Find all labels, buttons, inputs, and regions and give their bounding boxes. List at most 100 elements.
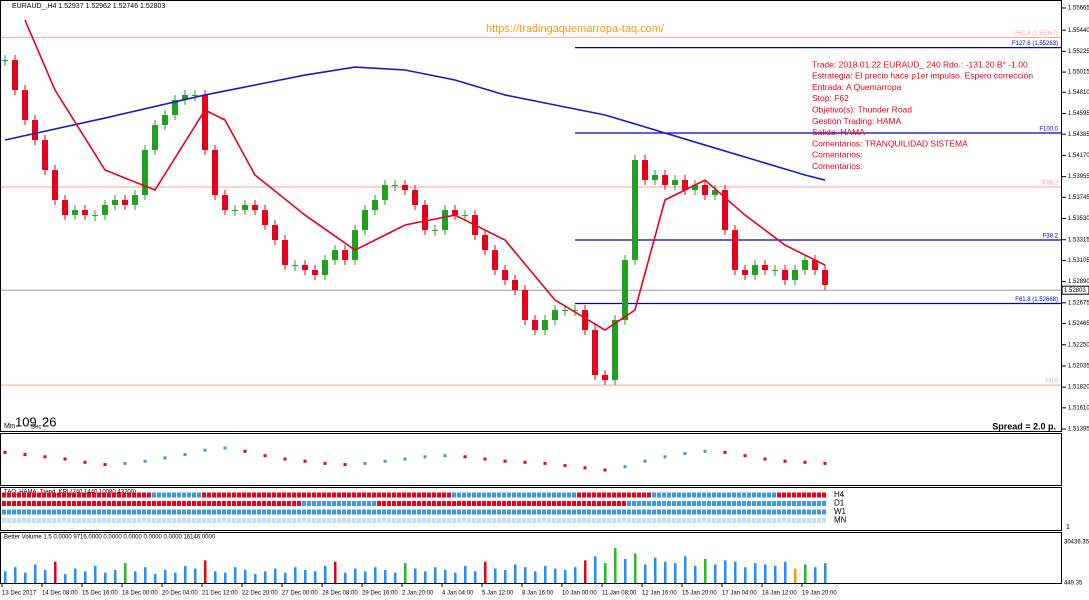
hama-cell [592, 509, 596, 515]
hama-cell [167, 509, 171, 515]
hama-cell [7, 509, 11, 515]
hama-cell [547, 518, 551, 523]
hama-cell [187, 518, 191, 523]
oscillator-dot [643, 459, 647, 463]
hama-cell [777, 501, 781, 506]
hama-cell [392, 492, 396, 498]
y-tick-label: 1.52035 [1068, 364, 1089, 370]
candle-body [112, 199, 118, 206]
time-label: 19 Jan 20:00 [802, 591, 837, 597]
oscillator-dot [603, 468, 607, 472]
hama-cell [717, 509, 721, 515]
hama-cell [297, 492, 301, 498]
y-tick-label: 1.52465 [1068, 321, 1089, 327]
hama-cell [702, 509, 706, 515]
hama-cell [417, 518, 421, 523]
hama-cell [557, 492, 561, 498]
candle-body [562, 310, 568, 312]
fibo-label: F100.0 [1039, 127, 1058, 133]
volume-bar [614, 548, 617, 583]
hama-cell [697, 518, 701, 523]
hama-cell [627, 492, 631, 498]
hama-cell [467, 509, 471, 515]
volume-bar [744, 567, 747, 583]
candle-body [812, 260, 818, 270]
hama-cell [142, 501, 146, 506]
hama-cell [347, 518, 351, 523]
candle-body [782, 269, 788, 281]
volume-bar [214, 571, 217, 583]
trade-note: Salida: HAMA [812, 127, 865, 137]
fibo-label: F61.8 (1.55367) [1015, 31, 1058, 37]
candle-body [312, 269, 318, 276]
hama-cell [47, 501, 51, 506]
hama-cell [132, 501, 136, 506]
hama-cell [172, 492, 176, 498]
hama-cell [532, 518, 536, 523]
oscillator-dot [283, 457, 287, 461]
hama-cell [492, 492, 496, 498]
hama-cell [692, 518, 696, 523]
oscillator-dot [443, 454, 447, 458]
oscillator-dot [723, 450, 727, 454]
hama-cell [322, 501, 326, 506]
hama-cell [382, 501, 386, 506]
volume-bar [824, 563, 827, 583]
hama-cell [797, 509, 801, 515]
volume-bar [184, 565, 187, 583]
hama-cell [612, 501, 616, 506]
hama-cell [587, 492, 591, 498]
hama-cell [97, 492, 101, 498]
hama-cell [207, 492, 211, 498]
hama-cell [167, 501, 171, 506]
hama-cell [632, 518, 636, 523]
candle-body [672, 180, 678, 185]
hama-cell [727, 518, 731, 523]
hama-cell [527, 509, 531, 515]
candle-body [492, 250, 498, 270]
hama-cell [792, 518, 796, 523]
hama-cell [407, 518, 411, 523]
hama-cell [382, 518, 386, 523]
hama-cell [147, 492, 151, 498]
trade-note: Gestión Trading: HAMA [812, 116, 902, 126]
hama-cell [327, 501, 331, 506]
hama-cell [7, 492, 11, 498]
candle-body [22, 90, 28, 121]
hama-cell [427, 501, 431, 506]
hama-cell [552, 518, 556, 523]
hama-cell [222, 518, 226, 523]
hama-cell [647, 509, 651, 515]
hama-cell [262, 501, 266, 506]
volume-bar [84, 571, 87, 583]
hama-cell [582, 492, 586, 498]
hama-cell [767, 492, 771, 498]
hama-cell [202, 501, 206, 506]
hama-cell [537, 509, 541, 515]
volume-bar [584, 560, 587, 583]
candle-body [662, 175, 668, 185]
hama-cell [202, 492, 206, 498]
hama-cell [107, 501, 111, 506]
hama-cell [97, 501, 101, 506]
oscillator-dot [263, 454, 267, 458]
hama-cell [802, 518, 806, 523]
hama-cell [337, 509, 341, 515]
hama-cell [422, 509, 426, 515]
hama-cell [442, 492, 446, 498]
y-tick-label: 1.53530 [1068, 216, 1089, 222]
time-label: 20 Dec 04:00 [162, 591, 198, 597]
hama-cell [382, 509, 386, 515]
hama-cell [757, 518, 761, 523]
hama-cell [82, 518, 86, 523]
hama-cell [677, 518, 681, 523]
candle-body [482, 234, 488, 251]
hama-cell [507, 518, 511, 523]
hama-cell [182, 492, 186, 498]
hama-cell [227, 518, 231, 523]
time-label: 21 Dec 12:00 [202, 591, 238, 597]
y-tick-label: 1.54385 [1068, 132, 1089, 138]
hama-cell [597, 501, 601, 506]
volume-bar [144, 567, 147, 583]
hama-cell [717, 492, 721, 498]
